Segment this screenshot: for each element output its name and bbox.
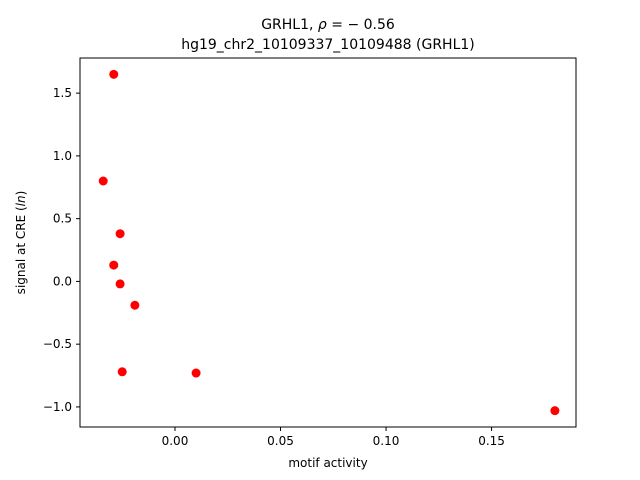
scatter-point: [191, 368, 201, 378]
scatter-point: [98, 176, 108, 186]
chart-title-rho: ρ: [318, 17, 327, 33]
x-axis-ticks: 0.00 0.05 0.10 0.15: [162, 427, 505, 448]
scatter-point: [115, 279, 125, 289]
chart-title-gene: GRHL1,: [261, 17, 318, 33]
y-axis-ticks: −1.0 −0.5 0.0 0.5 1.0 1.5: [43, 86, 80, 414]
scatter-point: [109, 260, 119, 270]
scatter-point: [550, 406, 560, 416]
x-tick-label: 0.00: [162, 434, 189, 448]
chart-title-line2: hg19_chr2_10109337_10109488 (GRHL1): [181, 37, 475, 53]
y-tick-label: 0.0: [53, 274, 72, 288]
y-axis-label-ln: ln: [14, 195, 28, 206]
data-points: [98, 69, 560, 416]
y-axis-label: signal at CRE (ln): [14, 191, 28, 295]
chart-title-rho-value: = − 0.56: [327, 17, 395, 33]
y-tick-label: 1.5: [53, 86, 72, 100]
chart-title-line1: GRHL1, ρ = − 0.56: [261, 17, 395, 33]
x-tick-label: 0.05: [267, 434, 294, 448]
y-axis-label-main: signal at CRE (: [14, 206, 28, 294]
scatter-point: [109, 69, 119, 79]
x-tick-label: 0.15: [478, 434, 505, 448]
x-axis-label: motif activity: [288, 456, 367, 470]
x-tick-label: 0.10: [373, 434, 400, 448]
y-axis-label-close: ): [14, 191, 28, 196]
scatter-point: [130, 300, 140, 310]
y-tick-label: −0.5: [43, 337, 72, 351]
y-tick-label: 1.0: [53, 149, 72, 163]
y-tick-label: 0.5: [53, 212, 72, 226]
plot-area-frame: [79, 57, 577, 428]
y-tick-label: −1.0: [43, 400, 72, 414]
scatter-point: [117, 367, 127, 377]
scatter-point: [115, 229, 125, 239]
